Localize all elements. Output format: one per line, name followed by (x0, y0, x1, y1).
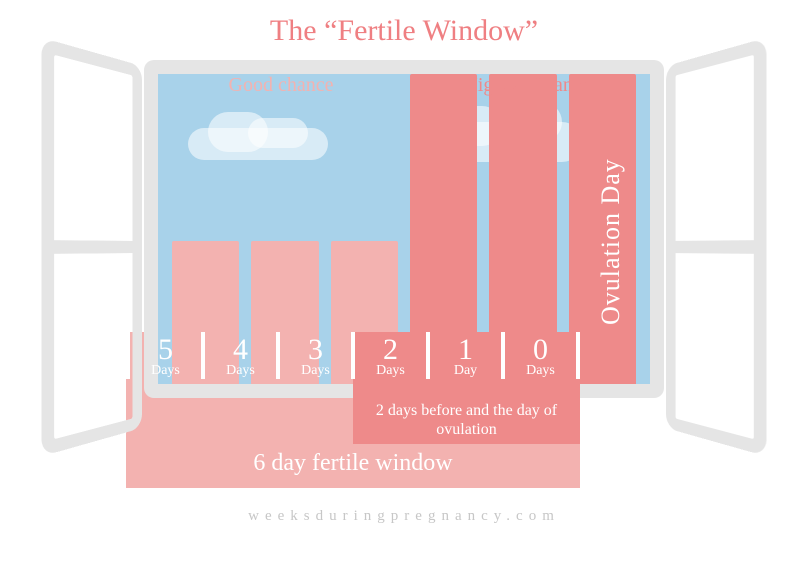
axis-num: 4 (205, 335, 276, 365)
axis-unit: Days (355, 363, 426, 379)
axis-num: 5 (130, 335, 201, 365)
window-door-right (666, 38, 766, 457)
caption-high: 2 days before and the day of ovulation (353, 397, 580, 443)
axis-cell-3: 3Days (280, 332, 355, 379)
ovulation-day-label: Ovulation Day (579, 104, 643, 380)
axis-unit: Days (130, 363, 201, 379)
axis-num: 2 (355, 335, 426, 365)
page-title: The “Fertile Window” (0, 0, 808, 48)
axis-cell-1: 1Day (430, 332, 505, 379)
credit-text: weeksduringpregnancy.com (0, 508, 808, 525)
axis-unit: Days (280, 363, 351, 379)
axis-unit: Days (505, 363, 576, 379)
caption-main: 6 day fertile window (126, 450, 580, 477)
good-chance-label: Good chance (158, 74, 404, 97)
axis-num: 3 (280, 335, 351, 365)
axis-num: 1 (430, 335, 501, 365)
axis-num: 0 (505, 335, 576, 365)
axis-row: 5Days4Days3Days2Days1Day0Days (126, 332, 580, 379)
axis-cell-4: 4Days (205, 332, 280, 379)
highest-chance-label: Highest Chance (404, 74, 650, 97)
top-labels: Good chance Highest Chance (158, 74, 650, 97)
axis-cell-5: 5Days (126, 332, 205, 379)
axis-cell-2: 2Days (355, 332, 430, 379)
axis-unit: Days (205, 363, 276, 379)
window-door-left (42, 38, 142, 457)
axis-cell-0: 0Days (505, 332, 580, 379)
axis-unit: Day (430, 363, 501, 379)
